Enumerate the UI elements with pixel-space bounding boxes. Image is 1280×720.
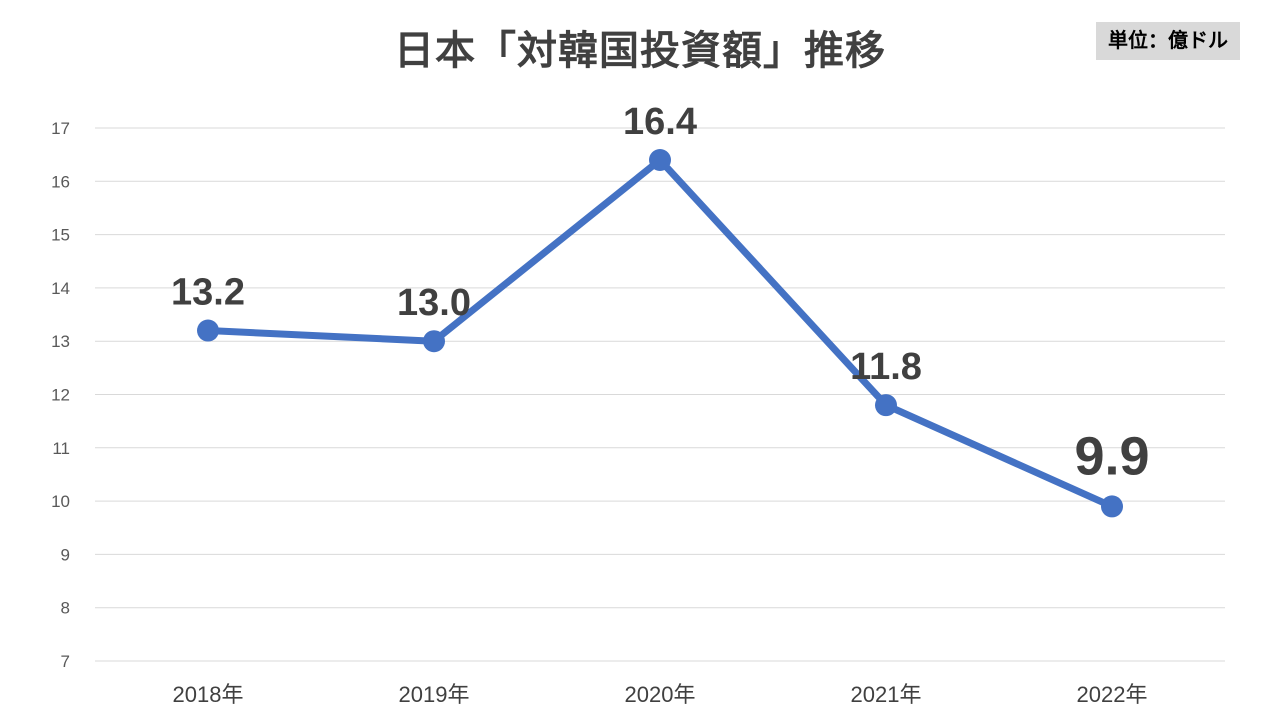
y-tick-label: 9 [61,545,70,564]
x-category-label: 2022年 [1077,682,1148,707]
data-point [875,394,897,417]
y-tick-label: 7 [61,652,70,671]
x-category-label: 2018年 [173,682,244,707]
unit-label: 単位：億ドル [1096,22,1240,60]
data-labels: 13.2 13.0 16.4 11.8 9.9 [171,101,1150,486]
x-category-label: 2020年 [625,682,696,707]
series-line [204,156,1116,510]
data-label: 16.4 [623,101,697,143]
data-label: 13.2 [171,272,245,314]
chart-title: 日本「対韓国投資額」推移 [394,29,886,73]
data-label: 9.9 [1074,426,1149,486]
data-label: 13.0 [397,282,471,324]
y-tick-label: 15 [51,226,70,245]
data-points [197,148,1123,518]
y-tick-label: 8 [61,599,70,618]
series-line-group [204,156,1116,510]
y-tick-label: 16 [51,172,70,191]
y-tick-label: 13 [51,332,70,351]
gridlines [95,127,1225,662]
data-point [197,319,219,342]
data-point [423,330,445,353]
x-category-label: 2019年 [399,682,470,707]
y-tick-label: 11 [52,439,70,458]
y-tick-label: 17 [51,119,70,138]
y-tick-label: 10 [51,492,70,511]
y-axis-ticks: 7 8 9 10 11 12 13 14 15 16 17 [51,119,70,671]
data-label: 11.8 [850,346,922,388]
x-axis-categories: 2018年 2019年 2020年 2021年 2022年 [173,682,1148,707]
x-category-label: 2021年 [851,682,922,707]
data-point [1101,495,1123,518]
data-point [649,148,671,171]
y-tick-label: 14 [51,279,70,298]
y-tick-label: 12 [51,386,70,405]
